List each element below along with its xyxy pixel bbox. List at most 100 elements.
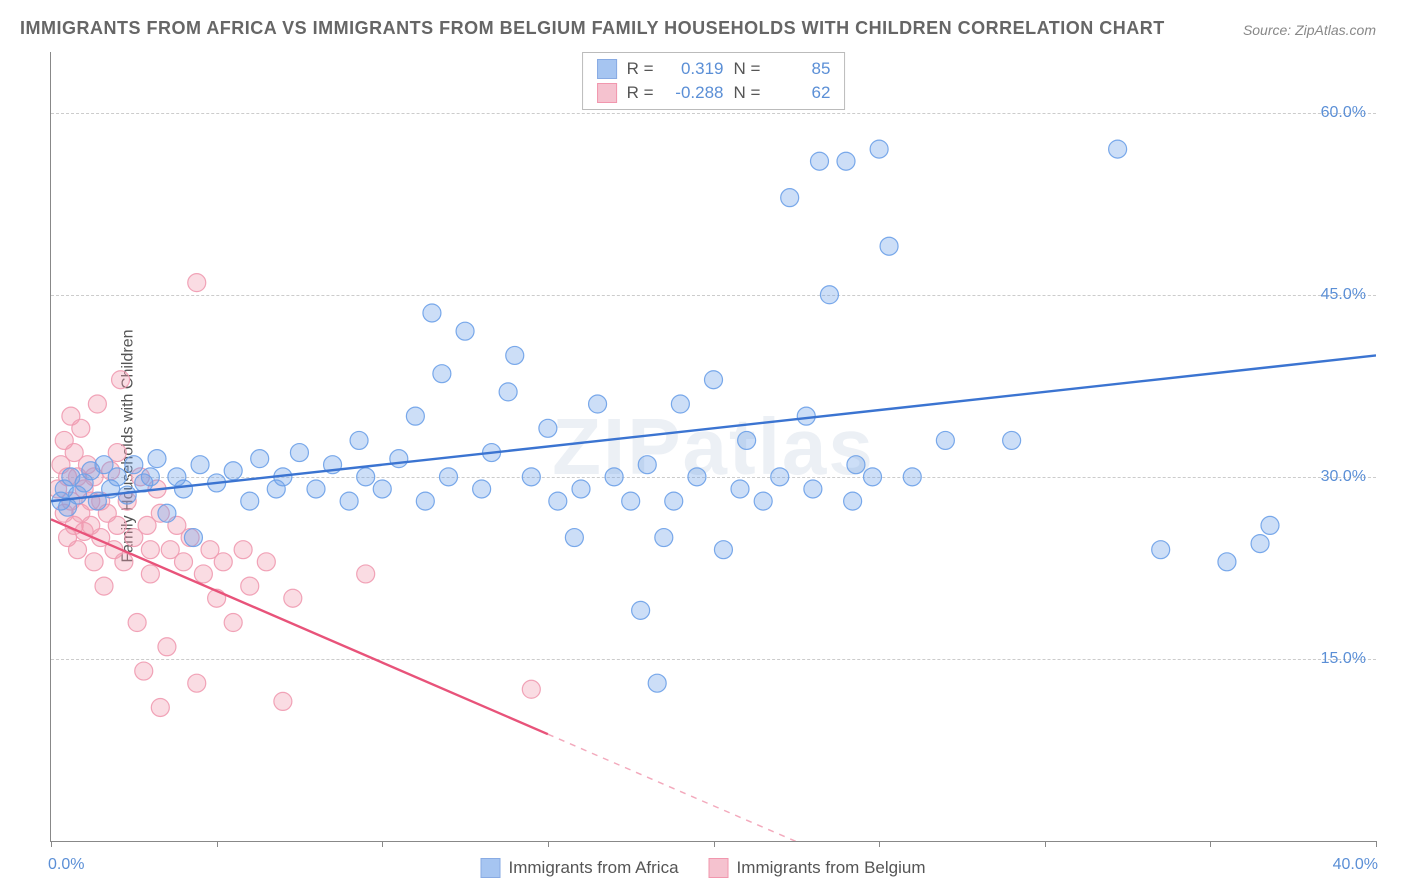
source-attribution: Source: ZipAtlas.com (1243, 22, 1376, 38)
data-point (416, 492, 434, 510)
data-point (241, 577, 259, 595)
data-point (290, 444, 308, 462)
data-point (638, 456, 656, 474)
data-point (440, 468, 458, 486)
data-point (565, 529, 583, 547)
data-point (781, 189, 799, 207)
data-point (522, 468, 540, 486)
data-point (804, 480, 822, 498)
data-point (522, 680, 540, 698)
data-point (433, 365, 451, 383)
data-point (251, 450, 269, 468)
data-point (141, 541, 159, 559)
data-point (115, 553, 133, 571)
data-point (632, 601, 650, 619)
x-tick (548, 841, 549, 847)
data-point (194, 565, 212, 583)
data-point (108, 516, 126, 534)
data-point (184, 529, 202, 547)
data-point (648, 674, 666, 692)
data-point (864, 468, 882, 486)
r-label: R = (627, 59, 654, 79)
data-point (1261, 516, 1279, 534)
data-point (1251, 535, 1269, 553)
data-point (373, 480, 391, 498)
data-point (357, 565, 375, 583)
data-point (811, 152, 829, 170)
trend-line-extrapolated (548, 734, 879, 841)
data-point (499, 383, 517, 401)
data-point (572, 480, 590, 498)
data-point (549, 492, 567, 510)
data-point (1003, 431, 1021, 449)
chart-title: IMMIGRANTS FROM AFRICA VS IMMIGRANTS FRO… (20, 18, 1165, 39)
data-point (1218, 553, 1236, 571)
data-point (69, 541, 87, 559)
data-point (72, 419, 90, 437)
x-tick (51, 841, 52, 847)
data-point (605, 468, 623, 486)
data-point (108, 468, 126, 486)
data-point (284, 589, 302, 607)
data-point (1152, 541, 1170, 559)
data-point (95, 577, 113, 595)
data-point (191, 456, 209, 474)
x-tick (879, 841, 880, 847)
data-point (903, 468, 921, 486)
n-label: N = (734, 83, 761, 103)
data-point (188, 274, 206, 292)
x-tick (217, 841, 218, 847)
data-point (473, 480, 491, 498)
data-point (141, 468, 159, 486)
data-point (506, 346, 524, 364)
data-point (880, 237, 898, 255)
data-point (738, 431, 756, 449)
n-label: N = (734, 59, 761, 79)
data-point (688, 468, 706, 486)
data-point (88, 395, 106, 413)
data-point (175, 553, 193, 571)
data-point (870, 140, 888, 158)
data-point (214, 553, 232, 571)
data-point (141, 565, 159, 583)
x-tick (1376, 841, 1377, 847)
data-point (257, 553, 275, 571)
data-point (771, 468, 789, 486)
legend-label-belgium: Immigrants from Belgium (737, 858, 926, 878)
legend-swatch-belgium (709, 858, 729, 878)
x-tick (714, 841, 715, 847)
data-point (307, 480, 325, 498)
data-point (112, 371, 130, 389)
data-point (135, 662, 153, 680)
data-point (350, 431, 368, 449)
correlation-stats-box: R = 0.319 N = 85 R = -0.288 N = 62 (582, 52, 846, 110)
x-tick (1045, 841, 1046, 847)
data-point (671, 395, 689, 413)
r-value-belgium: -0.288 (664, 83, 724, 103)
data-point (622, 492, 640, 510)
data-point (175, 480, 193, 498)
stats-swatch-africa (597, 59, 617, 79)
data-point (158, 504, 176, 522)
data-point (936, 431, 954, 449)
x-tick (1210, 841, 1211, 847)
data-point (665, 492, 683, 510)
data-point (158, 638, 176, 656)
data-point (844, 492, 862, 510)
x-axis-min-label: 0.0% (48, 856, 84, 874)
data-point (151, 698, 169, 716)
r-label: R = (627, 83, 654, 103)
data-point (188, 674, 206, 692)
data-point (797, 407, 815, 425)
data-point (118, 486, 136, 504)
data-point (340, 492, 358, 510)
data-point (406, 407, 424, 425)
data-point (705, 371, 723, 389)
data-point (837, 152, 855, 170)
legend-swatch-africa (481, 858, 501, 878)
bottom-legend: Immigrants from Africa Immigrants from B… (481, 858, 926, 878)
data-point (820, 286, 838, 304)
data-point (148, 450, 166, 468)
data-point (847, 456, 865, 474)
data-point (85, 553, 103, 571)
